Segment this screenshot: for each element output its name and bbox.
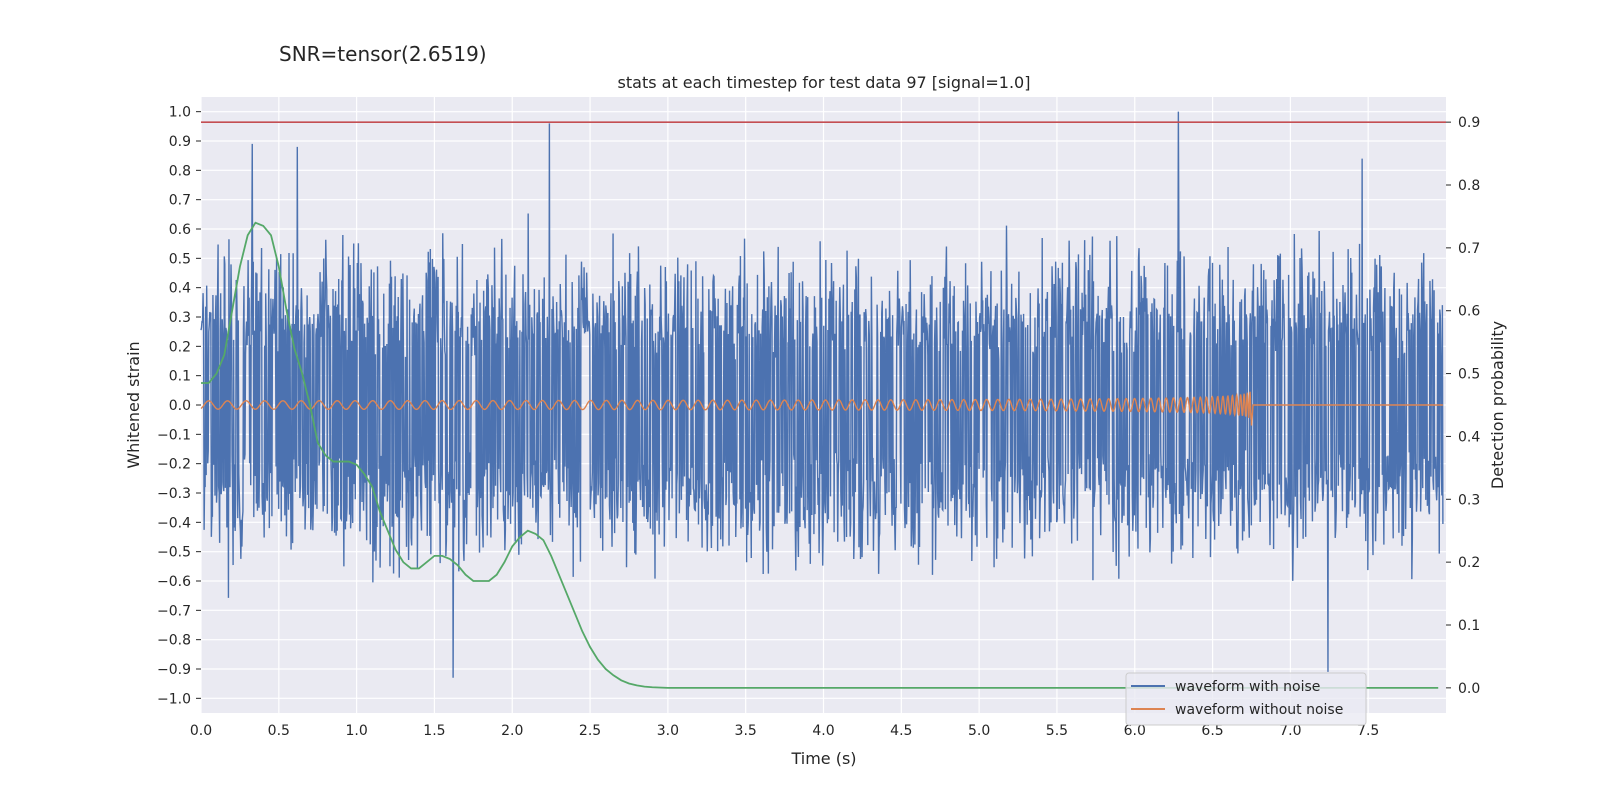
y-tick-20: −1.0 — [157, 691, 191, 707]
legend: waveform with noise waveform without noi… — [1125, 672, 1367, 726]
series-detection-probability — [201, 221, 1439, 689]
x-tick-11: 5.5 — [1046, 723, 1068, 739]
y2-axis-label: Detection probability — [1488, 321, 1507, 489]
x-tick-6: 3.0 — [657, 723, 679, 739]
y2-tick-4: 0.5 — [1458, 367, 1480, 383]
y-tick-16: −0.6 — [157, 574, 191, 590]
y-tick-9: 0.1 — [169, 369, 191, 385]
x-tick-0: 0.0 — [190, 723, 212, 739]
y2-tick-9: 0.0 — [1458, 681, 1480, 697]
y-tick-7: 0.3 — [169, 310, 191, 326]
y-tick-2: 0.8 — [169, 163, 191, 179]
y-tick-17: −0.7 — [157, 603, 191, 619]
legend-label-noise: waveform with noise — [1175, 679, 1320, 695]
y-tick-18: −0.8 — [157, 633, 191, 649]
x-tick-12: 6.0 — [1124, 723, 1146, 739]
y-tick-11: −0.1 — [157, 427, 191, 443]
y2-tick-5: 0.4 — [1458, 429, 1480, 445]
y-tick-13: −0.3 — [157, 486, 191, 502]
y-axis-label: Whitened strain — [124, 341, 143, 468]
suptitle: SNR=tensor(2.6519) — [279, 42, 487, 66]
chart-title: stats at each timestep for test data 97 … — [618, 73, 1031, 92]
y-tick-4: 0.6 — [169, 222, 191, 238]
y2-tick-1: 0.8 — [1458, 178, 1480, 194]
x-axis-label: Time (s) — [790, 749, 856, 768]
y-tick-15: −0.5 — [157, 545, 191, 561]
chirp-line — [200, 391, 1443, 426]
x-tick-3: 1.5 — [423, 723, 445, 739]
x-tick-labels: 0.0 0.5 1.0 1.5 2.0 2.5 3.0 3.5 4.0 4.5 5.0 5.5 6.0 6… — [190, 723, 1379, 739]
x-tick-1: 0.5 — [268, 723, 290, 739]
y2-tick-0: 0.9 — [1458, 115, 1480, 131]
x-tick-14: 7.0 — [1279, 723, 1301, 739]
y-tick-8: 0.2 — [169, 339, 191, 355]
x-tick-13: 6.5 — [1201, 723, 1223, 739]
y-tick-0: 1.0 — [169, 105, 191, 121]
y2-tick-2: 0.7 — [1458, 241, 1480, 257]
x-tick-8: 4.0 — [812, 723, 834, 739]
y2-tick-3: 0.6 — [1458, 304, 1480, 320]
x-tick-5: 2.5 — [579, 723, 601, 739]
y-tick-10: 0.0 — [169, 398, 191, 414]
y-tick-labels: 1.0 0.9 0.8 0.7 0.6 0.5 0.4 0.3 0.2 0.1 0.0 −0.1 −0.… — [157, 105, 201, 707]
y2-tick-8: 0.1 — [1458, 618, 1480, 634]
y-tick-19: −0.9 — [157, 662, 191, 678]
x-tick-7: 3.5 — [735, 723, 757, 739]
x-tick-9: 4.5 — [890, 723, 912, 739]
series-waveform-without-noise — [200, 391, 1443, 426]
y2-tick-labels: 0.9 0.8 0.7 0.6 0.5 0.4 0.3 0.2 0.1 0.0 — [1446, 115, 1480, 697]
y-tick-14: −0.4 — [157, 515, 191, 531]
x-tick-2: 1.0 — [345, 723, 367, 739]
x-tick-15: 7.5 — [1357, 723, 1379, 739]
y-tick-1: 0.9 — [169, 134, 191, 150]
y-tick-3: 0.7 — [169, 193, 191, 209]
y2-tick-7: 0.2 — [1458, 555, 1480, 571]
y-tick-12: −0.2 — [157, 457, 191, 473]
x-tick-10: 5.0 — [968, 723, 990, 739]
y2-tick-6: 0.3 — [1458, 492, 1480, 508]
probability-line — [201, 221, 1439, 689]
legend-label-clean: waveform without noise — [1175, 702, 1343, 718]
x-tick-4: 2.0 — [501, 723, 523, 739]
y-tick-6: 0.4 — [169, 281, 191, 297]
y-tick-5: 0.5 — [169, 251, 191, 267]
